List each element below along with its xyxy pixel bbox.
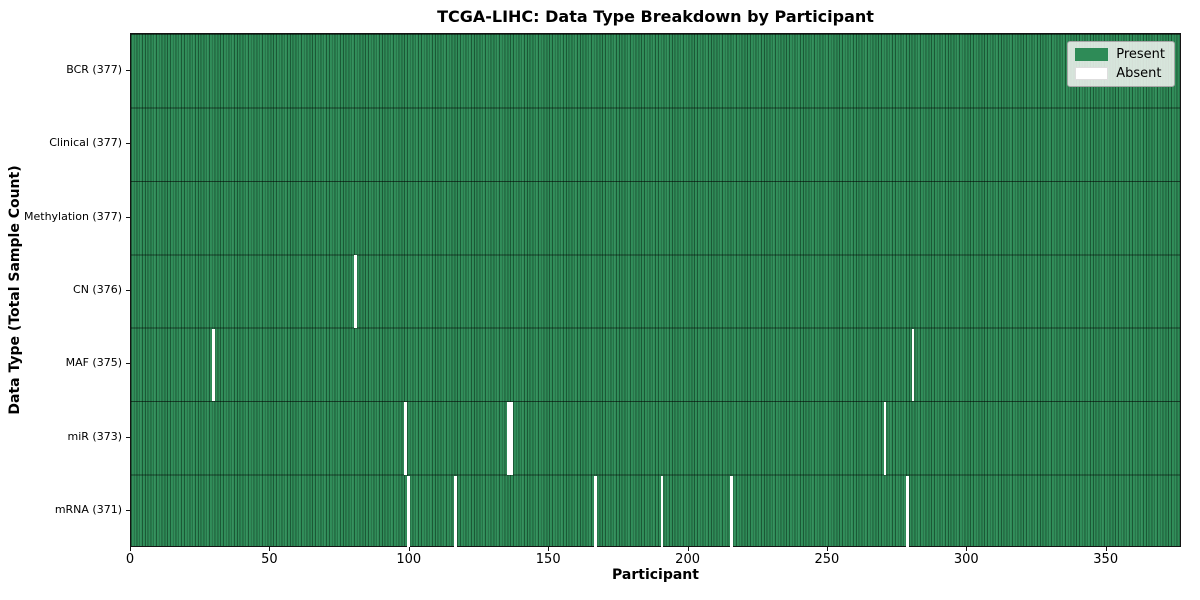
absent-bar-mrna-166 xyxy=(593,475,597,548)
y-tick-label: miR (373) xyxy=(67,429,123,443)
y-tick-mark xyxy=(126,436,130,438)
x-tick-label: 350 xyxy=(1093,552,1119,567)
y-tick-label: Methylation (377) xyxy=(24,209,122,223)
absent-bar-maf-29 xyxy=(211,328,215,402)
y-tick-mark xyxy=(126,216,130,218)
x-tick-mark xyxy=(408,547,410,551)
x-tick-label: 0 xyxy=(125,552,135,567)
x-tick-label: 300 xyxy=(953,552,979,567)
x-tick-label: 50 xyxy=(261,552,278,567)
absent-bar-mrna-190 xyxy=(660,475,664,548)
absent-bar-mir-135 xyxy=(507,402,511,475)
x-tick-label: 100 xyxy=(396,552,422,567)
y-tick-label: Clinical (377) xyxy=(49,136,122,150)
absent-bar-mrna-278 xyxy=(906,475,909,548)
x-tick-mark xyxy=(966,547,968,551)
x-tick-label: 250 xyxy=(814,552,840,567)
x-tick-mark xyxy=(826,547,828,551)
y-tick-label: BCR (377) xyxy=(66,62,122,76)
x-tick-label: 200 xyxy=(675,552,701,567)
x-tick-mark xyxy=(130,547,131,551)
heatmap-plot: Present Absent xyxy=(130,33,1181,548)
y-tick-mark xyxy=(126,69,130,71)
x-tick-mark xyxy=(269,547,271,551)
y-tick-mark xyxy=(126,510,130,512)
y-tick-label: MAF (375) xyxy=(65,356,122,370)
chart-title: TCGA-LIHC: Data Type Breakdown by Partic… xyxy=(437,7,874,26)
absent-bar-maf-280 xyxy=(911,328,915,402)
absent-bar-cn-80 xyxy=(354,255,357,328)
absent-bar-mrna-99 xyxy=(406,475,410,548)
present-swatch-icon xyxy=(1075,48,1109,61)
x-axis-label: Participant xyxy=(612,567,699,583)
legend-item-present: Present xyxy=(1075,47,1165,62)
y-tick-mark xyxy=(126,363,130,365)
x-tick-mark xyxy=(687,547,689,551)
x-tick-mark xyxy=(548,547,550,551)
absent-bar-mrna-215 xyxy=(730,475,734,548)
y-tick-label: CN (376) xyxy=(73,283,122,296)
legend: Present Absent xyxy=(1067,41,1175,87)
y-tick-label: mRNA (371) xyxy=(54,503,122,517)
y-tick-mark xyxy=(126,143,130,145)
y-tick-mark xyxy=(126,290,130,291)
absent-bars-layer xyxy=(131,34,1180,548)
absent-bar-mir-136 xyxy=(510,402,513,475)
absent-swatch-icon xyxy=(1075,67,1109,80)
legend-item-absent: Absent xyxy=(1075,66,1165,81)
legend-label-absent: Absent xyxy=(1116,66,1162,81)
x-tick-mark xyxy=(1105,547,1107,551)
absent-bar-mir-98 xyxy=(404,402,407,475)
absent-bar-mir-270 xyxy=(883,402,887,475)
legend-label-present: Present xyxy=(1116,47,1165,62)
absent-bar-mrna-116 xyxy=(454,475,458,548)
x-tick-label: 150 xyxy=(535,552,561,567)
